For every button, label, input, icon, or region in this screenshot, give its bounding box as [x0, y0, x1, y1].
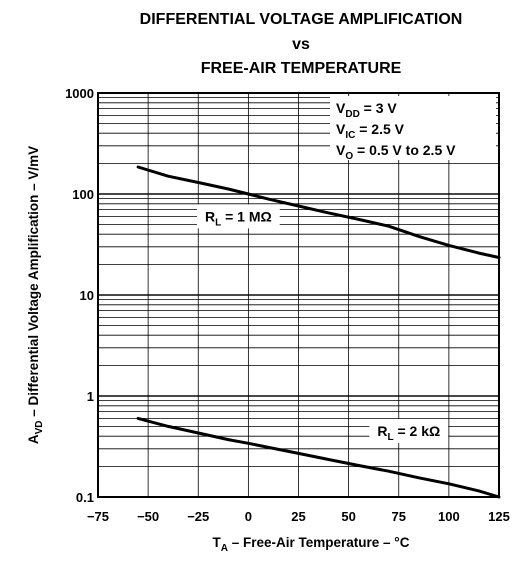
- y-axis-label: AVD – Differential Voltage Amplification…: [26, 146, 45, 444]
- x-tick-label: 75: [392, 509, 406, 524]
- x-tick-label: 100: [438, 509, 460, 524]
- x-tick-label: 125: [488, 509, 510, 524]
- x-tick-label: 25: [291, 509, 305, 524]
- x-tick-label: −75: [87, 509, 109, 524]
- plot-frame: [97, 92, 500, 498]
- y-tick-labels: 0.1 1 10 100 1000: [65, 86, 94, 505]
- x-tick-label: −25: [187, 509, 209, 524]
- condition-vo: VO = 0.5 V to 2.5 V: [336, 142, 456, 162]
- y-tick-label: 10: [80, 288, 94, 303]
- x-tick-label: −50: [137, 509, 159, 524]
- series-label-rl-2k: RL = 2 kΩ: [377, 423, 440, 443]
- x-tick-labels: −75 −50 −25 0 25 50 75 100 125: [87, 509, 510, 524]
- title-line-1: DIFFERENTIAL VOLTAGE AMPLIFICATION: [140, 11, 463, 28]
- x-tick-label: 50: [341, 509, 355, 524]
- x-tick-label: 0: [245, 509, 252, 524]
- series-label-rl-1m: RL = 1 MΩ: [205, 208, 272, 228]
- series-line-rl-2k: [136, 416, 501, 499]
- series-label-background: [196, 204, 280, 229]
- x-axis-label: TA – Free-Air Temperature – °C: [213, 535, 410, 554]
- series-label-group-2k: RL = 2 kΩ: [369, 419, 449, 444]
- conditions-background: [330, 96, 496, 160]
- series-label-background: [369, 419, 449, 444]
- condition-vic: VIC = 2.5 V: [336, 121, 405, 141]
- title-line-2: vs: [292, 36, 310, 53]
- chart-title: DIFFERENTIAL VOLTAGE AMPLIFICATION vs FR…: [140, 11, 463, 77]
- y-tick-label: 1: [87, 389, 94, 404]
- series-line-rl-1m: [136, 165, 501, 259]
- y-tick-label: 100: [72, 187, 94, 202]
- title-line-3: FREE-AIR TEMPERATURE: [201, 60, 402, 77]
- series-labels: RL = 1 MΩ RL = 2 kΩ: [196, 204, 449, 444]
- y-tick-label: 1000: [65, 86, 94, 101]
- conditions-box: VDD = 3 V VIC = 2.5 V VO = 0.5 V to 2.5 …: [330, 96, 496, 162]
- series-lines: [136, 165, 501, 499]
- y-tick-label: 0.1: [76, 490, 94, 505]
- condition-vdd: VDD = 3 V: [336, 100, 397, 120]
- series-label-group-1m: RL = 1 MΩ: [196, 204, 280, 229]
